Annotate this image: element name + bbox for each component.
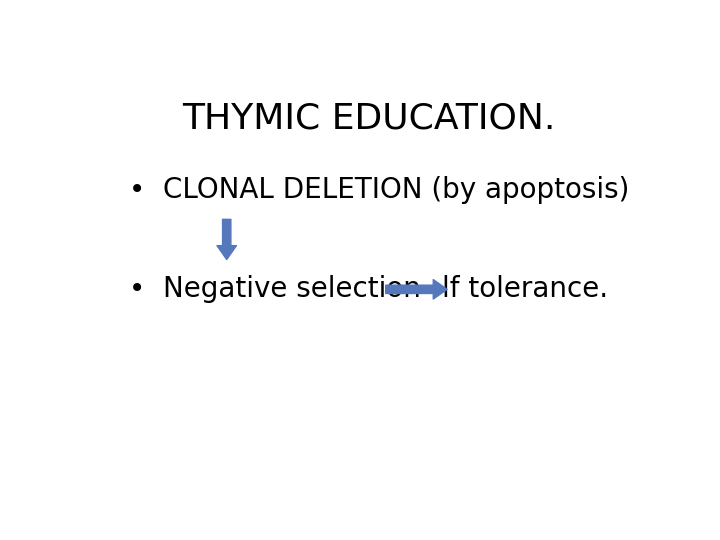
FancyArrowPatch shape [386, 280, 447, 299]
FancyArrowPatch shape [217, 219, 236, 260]
Text: THYMIC EDUCATION.: THYMIC EDUCATION. [182, 102, 556, 136]
Text: •  Negative selection: • Negative selection [129, 275, 421, 303]
Text: •  CLONAL DELETION (by apoptosis): • CLONAL DELETION (by apoptosis) [129, 176, 629, 204]
Text: lf tolerance.: lf tolerance. [441, 275, 608, 303]
